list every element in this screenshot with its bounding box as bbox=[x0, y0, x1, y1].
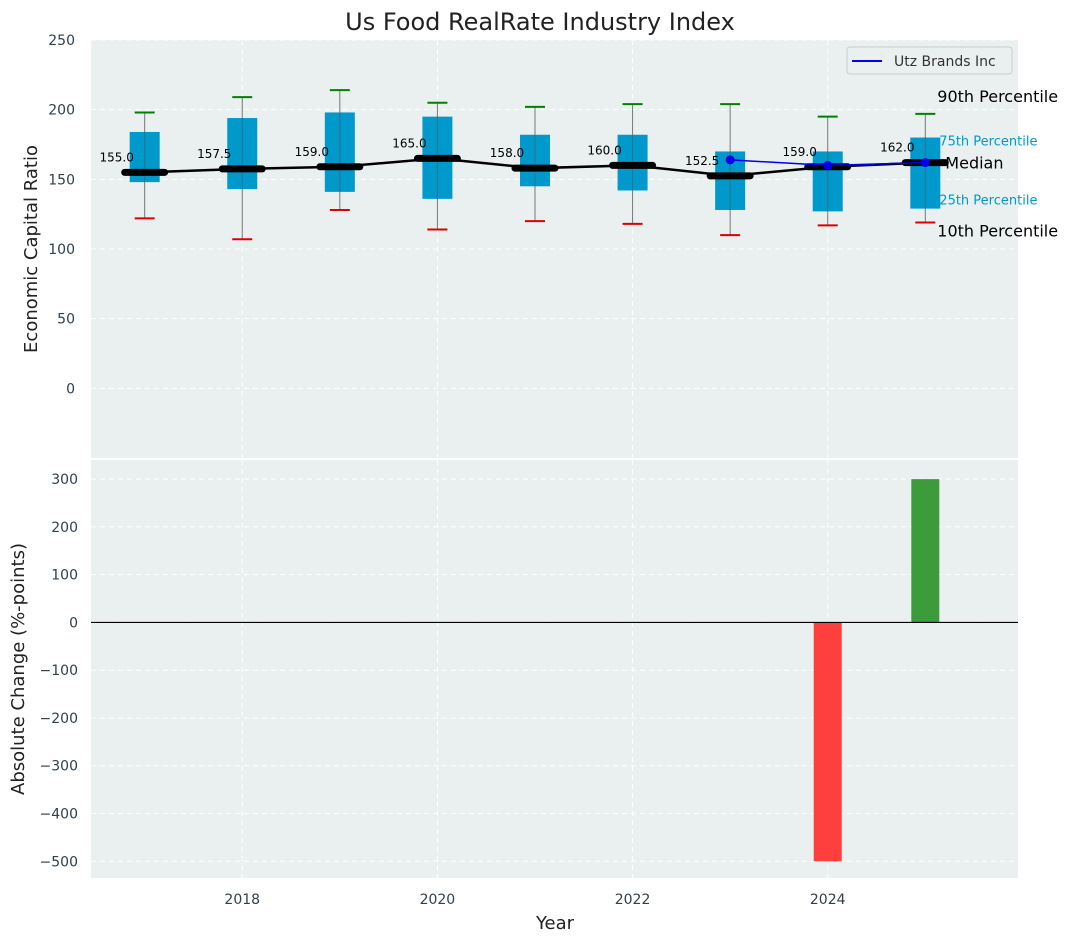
y-tick-label: −300 bbox=[40, 759, 78, 775]
y-tick-label: −500 bbox=[40, 854, 78, 870]
company-point bbox=[725, 155, 735, 165]
median-value-label: 158.0 bbox=[490, 146, 524, 160]
annotation-q75: 75th Percentile bbox=[939, 135, 1037, 150]
y-tick-label: 100 bbox=[51, 568, 78, 584]
y-tick-label: 200 bbox=[51, 520, 78, 536]
y-tick-label: 300 bbox=[51, 472, 78, 488]
y-tick-label: −200 bbox=[40, 711, 78, 727]
change-bar bbox=[911, 479, 940, 623]
x-tick-label: 2020 bbox=[420, 892, 456, 908]
company-point bbox=[823, 160, 833, 170]
change-bars bbox=[91, 479, 1018, 862]
top-y-ticks: 0 50 100 150 200 250 bbox=[48, 33, 75, 397]
change-bar bbox=[813, 622, 842, 862]
x-axis-label: Year bbox=[535, 913, 575, 934]
panel-divider bbox=[91, 458, 1018, 460]
chart-title: Us Food RealRate Industry Index bbox=[345, 8, 735, 36]
legend-box bbox=[846, 46, 1013, 75]
top-y-axis-label: Economic Capital Ratio bbox=[21, 145, 42, 353]
top-panel: 0 50 100 150 200 250 155.0 157.5 159.0 165.0 158.… bbox=[21, 33, 1058, 458]
y-tick-label: 50 bbox=[57, 312, 75, 328]
x-ticks: 2018 2020 2022 2024 bbox=[224, 892, 845, 908]
annotation-q25: 25th Percentile bbox=[939, 194, 1037, 209]
bottom-plot-background bbox=[91, 460, 1018, 878]
y-tick-label: 0 bbox=[69, 615, 78, 631]
y-tick-label: 100 bbox=[48, 242, 75, 258]
legend: Utz Brands Inc bbox=[846, 46, 1013, 75]
y-tick-label: 0 bbox=[66, 381, 75, 397]
y-tick-label: 150 bbox=[48, 172, 75, 188]
x-tick-label: 2022 bbox=[615, 892, 651, 908]
annotation-p90: 90th Percentile bbox=[937, 87, 1058, 106]
percentile-annotations: 90th Percentile 75th Percentile Median 25th… bbox=[937, 87, 1058, 241]
median-trend bbox=[121, 154, 949, 180]
median-value-label: 162.0 bbox=[880, 141, 914, 155]
y-tick-label: 200 bbox=[48, 103, 75, 119]
median-labels: 155.0 157.5 159.0 165.0 158.0 160.0 152.5 159.0… bbox=[99, 136, 914, 167]
bottom-y-axis-label: Absolute Change (%-points) bbox=[8, 543, 29, 795]
median-value-label: 159.0 bbox=[783, 145, 817, 159]
x-tick-label: 2024 bbox=[810, 892, 846, 908]
y-tick-label: 250 bbox=[48, 33, 75, 49]
x-tick-label: 2018 bbox=[224, 892, 260, 908]
bottom-y-ticks: −500 −400 −300 −200 −100 0 100 200 300 bbox=[40, 472, 78, 870]
company-series bbox=[725, 155, 930, 170]
median-value-label: 165.0 bbox=[392, 136, 426, 150]
median-value-label: 157.5 bbox=[197, 147, 231, 161]
y-tick-label: −100 bbox=[40, 663, 78, 679]
median-value-label: 159.0 bbox=[295, 145, 329, 159]
company-point bbox=[920, 158, 930, 168]
median-value-label: 155.0 bbox=[99, 150, 133, 164]
legend-label: Utz Brands Inc bbox=[894, 54, 996, 70]
median-value-label: 152.5 bbox=[685, 154, 719, 168]
annotation-p10: 10th Percentile bbox=[937, 222, 1058, 241]
median-value-label: 160.0 bbox=[587, 143, 621, 157]
annotation-median: Median bbox=[945, 154, 1003, 173]
y-tick-label: −400 bbox=[40, 807, 78, 823]
